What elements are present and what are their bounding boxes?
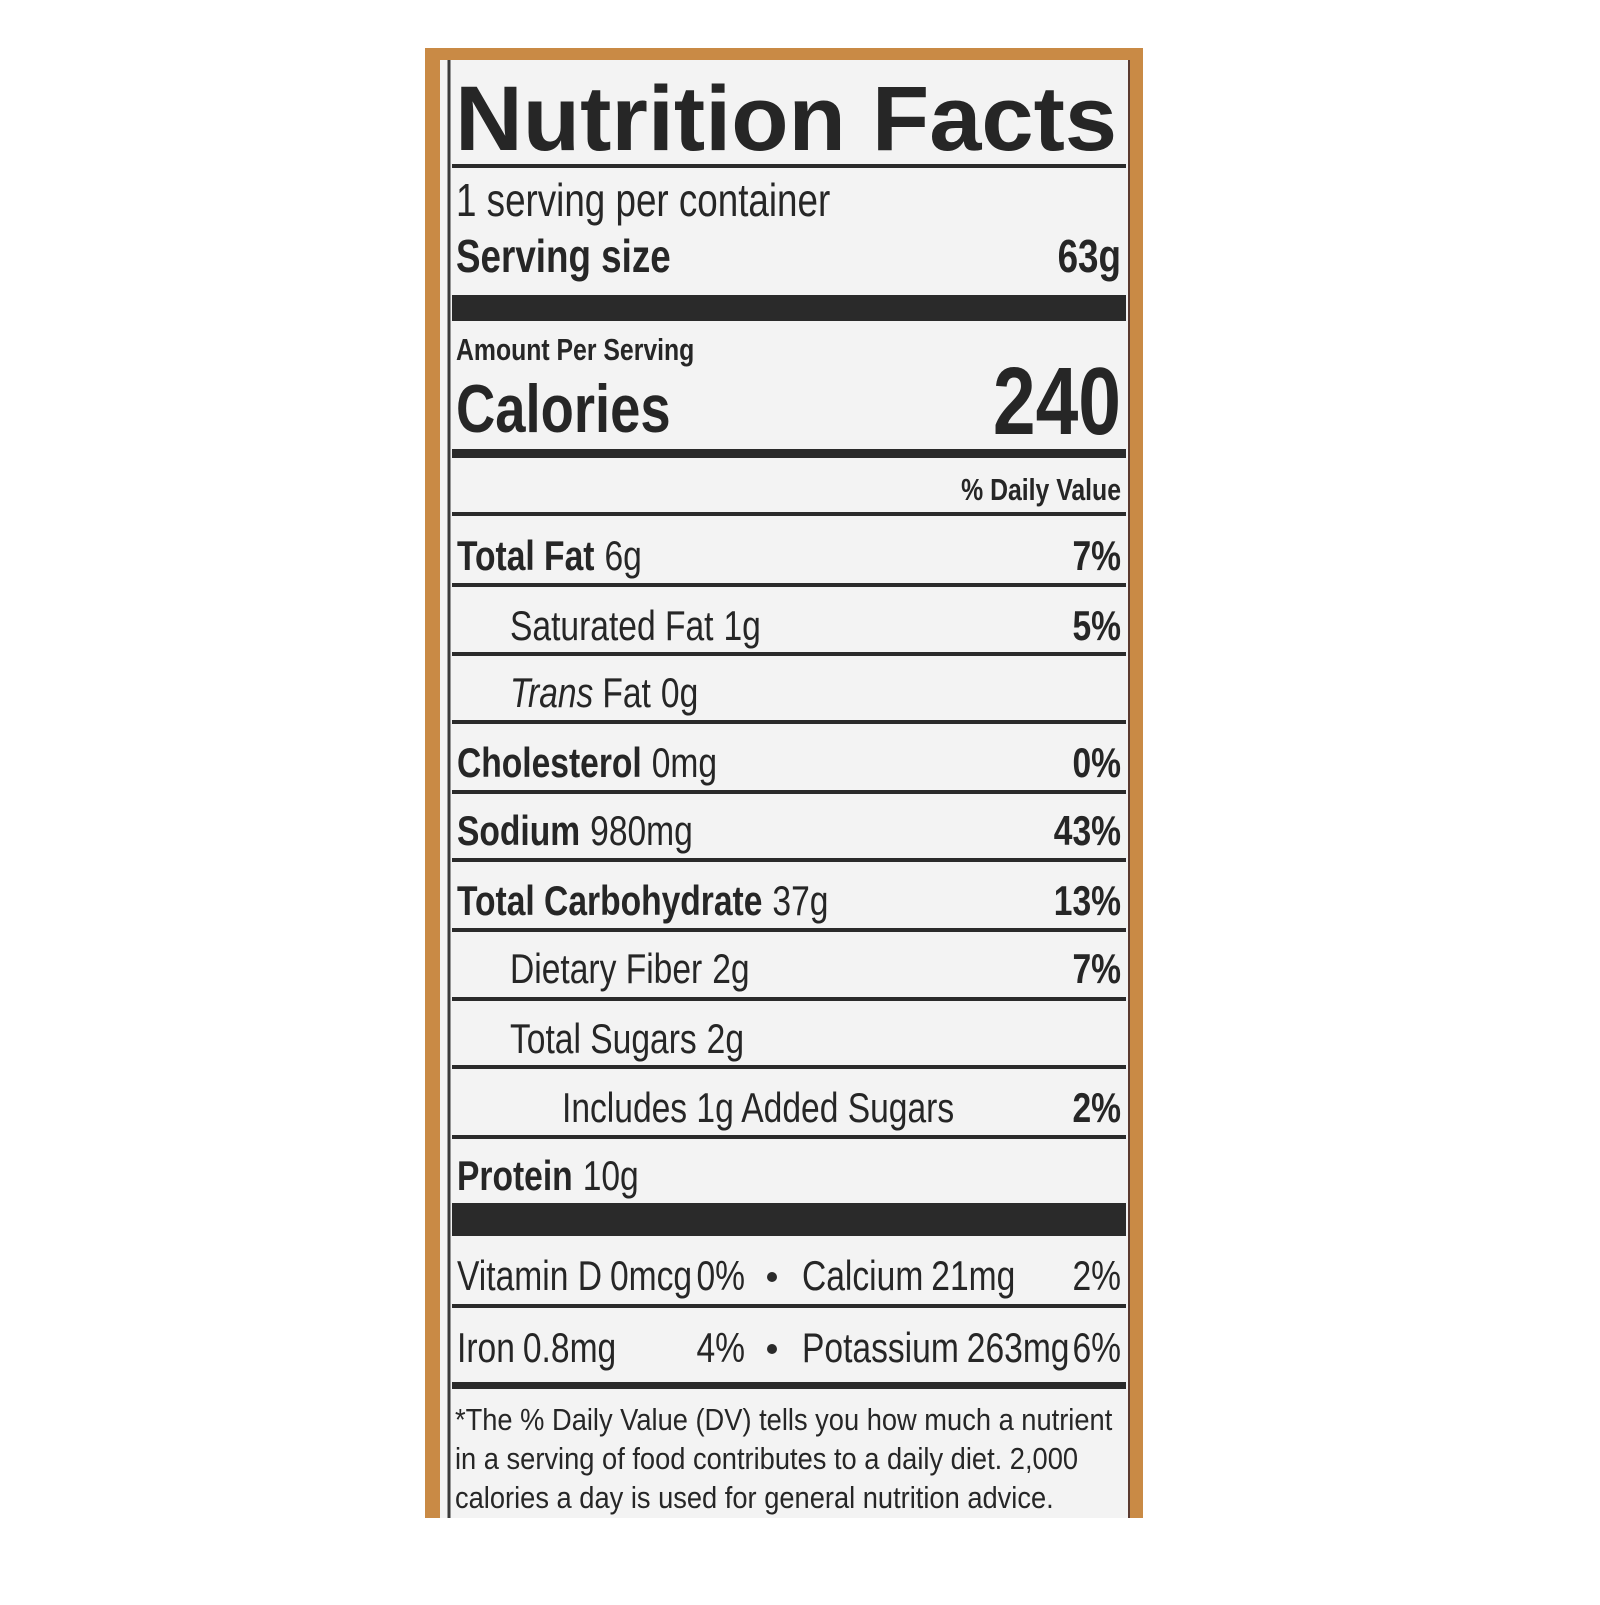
vitamin-name: Iron bbox=[457, 1326, 515, 1372]
vitamin-name: Potassium bbox=[802, 1326, 959, 1372]
vitamin-name: Vitamin D bbox=[457, 1254, 602, 1300]
nutrient-dv: 0% bbox=[1072, 741, 1121, 787]
nutrient-name: Total Carbohydrate bbox=[457, 879, 762, 925]
serving-size-value: 63g bbox=[1058, 230, 1121, 282]
nutrient-dv: 2% bbox=[1072, 1086, 1121, 1132]
daily-value-header: % Daily Value bbox=[961, 472, 1121, 506]
nutrient-dv: 43% bbox=[1054, 809, 1121, 855]
nutrient-name: Total Fat bbox=[457, 534, 595, 580]
divider-medium bbox=[452, 1382, 1126, 1389]
vitamin-dv: 2% bbox=[1072, 1254, 1121, 1300]
serving-size-label: Serving size bbox=[456, 230, 671, 282]
nutrient-amount: 0g bbox=[661, 671, 698, 717]
row-divider bbox=[452, 997, 1126, 1001]
calories-label: Calories bbox=[456, 371, 671, 447]
row-divider bbox=[452, 1065, 1126, 1069]
footnote-line: *The % Daily Value (DV) tells you how mu… bbox=[455, 1403, 1112, 1437]
vitamin-amount: 0.8mg bbox=[523, 1326, 616, 1372]
row-divider bbox=[452, 858, 1126, 862]
row-divider bbox=[452, 583, 1126, 587]
nutrient-amount: 980mg bbox=[590, 809, 693, 855]
separator-dot bbox=[767, 1272, 777, 1282]
nutrient-amount: 0mg bbox=[652, 741, 717, 787]
divider-thick bbox=[452, 1203, 1126, 1236]
nutrient-dv: 5% bbox=[1072, 604, 1121, 650]
nutrient-dv: 13% bbox=[1054, 879, 1121, 925]
row-divider bbox=[452, 720, 1126, 724]
nutrient-name: Saturated Fat bbox=[510, 604, 714, 650]
nutrient-amount: 37g bbox=[772, 879, 828, 925]
vitamin-dv: 6% bbox=[1072, 1326, 1121, 1372]
footnote-line: calories a day is used for general nutri… bbox=[455, 1481, 1054, 1515]
label-title: Nutrition Facts bbox=[455, 68, 1117, 170]
nutrient-name: Includes 1g Added Sugars bbox=[562, 1086, 954, 1132]
vitamin-name: Calcium bbox=[802, 1254, 923, 1300]
row-divider bbox=[452, 790, 1126, 794]
amount-per-serving: Amount Per Serving bbox=[456, 332, 694, 366]
nutrient-name: Dietary Fiber bbox=[510, 947, 703, 993]
divider-thick bbox=[452, 295, 1126, 321]
nutrient-amount: 2g bbox=[712, 947, 749, 993]
nutrient-name: Total Sugars bbox=[510, 1017, 697, 1063]
nutrient-amount: 1g bbox=[723, 604, 760, 650]
calories-value: 240 bbox=[993, 348, 1121, 455]
vitamin-amount: 263mg bbox=[967, 1326, 1070, 1372]
footnote-line: in a serving of food contributes to a da… bbox=[455, 1442, 1078, 1476]
divider bbox=[452, 164, 1126, 168]
nutrient-name-prefix: Trans bbox=[510, 671, 593, 717]
servings-text: 1 serving per container bbox=[456, 174, 830, 226]
vitamin-dv: 4% bbox=[696, 1326, 745, 1372]
nutrient-name: Fat bbox=[602, 671, 651, 717]
vitamin-amount: 21mg bbox=[931, 1254, 1015, 1300]
row-divider bbox=[452, 652, 1126, 656]
divider-medium bbox=[452, 449, 1126, 458]
nutrient-amount: 10g bbox=[583, 1154, 639, 1200]
vitamin-dv: 0% bbox=[696, 1254, 745, 1300]
divider bbox=[452, 1304, 1126, 1308]
nutrient-dv: 7% bbox=[1072, 534, 1121, 580]
vitamin-amount: 0mcg bbox=[610, 1254, 692, 1300]
nutrient-amount: 2g bbox=[707, 1017, 744, 1063]
nutrient-name: Sodium bbox=[457, 809, 580, 855]
nutrient-name: Cholesterol bbox=[457, 741, 642, 787]
nutrient-amount: 6g bbox=[604, 534, 641, 580]
row-divider bbox=[452, 1135, 1126, 1139]
row-divider bbox=[452, 928, 1126, 932]
nutrient-dv: 7% bbox=[1072, 947, 1121, 993]
divider bbox=[452, 512, 1126, 516]
nutrient-name: Protein bbox=[457, 1154, 573, 1200]
separator-dot bbox=[767, 1344, 777, 1354]
